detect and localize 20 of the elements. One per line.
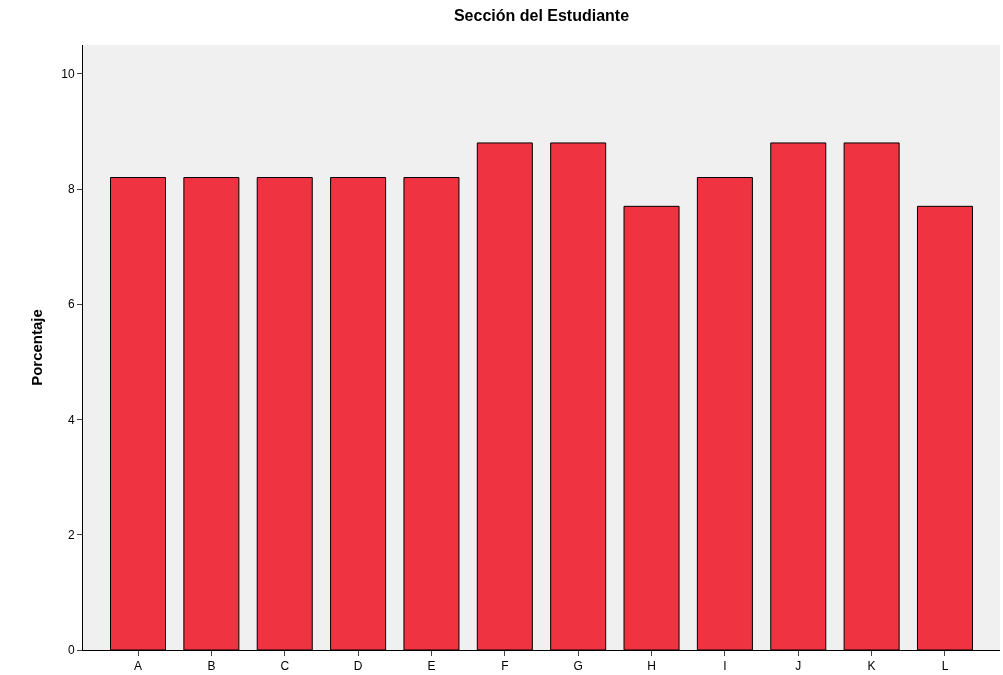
y-tick-label: 2 (67, 527, 75, 542)
y-axis-title: Porcentaje (28, 309, 46, 386)
y-tick-label: 4 (67, 412, 75, 427)
y-tick-label: 6 (67, 297, 75, 312)
x-tick-label: I (723, 659, 727, 674)
chart-title: Sección del Estudiante (453, 7, 630, 25)
x-tick-label: C (280, 659, 290, 674)
x-tick-label: L (941, 659, 949, 674)
x-tick-label: J (795, 659, 802, 674)
y-tick-label: 0 (67, 643, 75, 658)
x-tick-label: G (573, 659, 583, 674)
x-tick-label: D (353, 659, 363, 674)
x-tick-label: F (501, 659, 509, 674)
y-tick-label: 10 (61, 67, 75, 82)
x-tick-label: E (427, 659, 436, 674)
x-tick-label: A (134, 659, 143, 674)
x-tick-label: H (647, 659, 656, 674)
x-tick-label: K (867, 659, 876, 674)
x-tick-label: B (207, 659, 216, 674)
y-tick-label: 8 (67, 182, 75, 197)
